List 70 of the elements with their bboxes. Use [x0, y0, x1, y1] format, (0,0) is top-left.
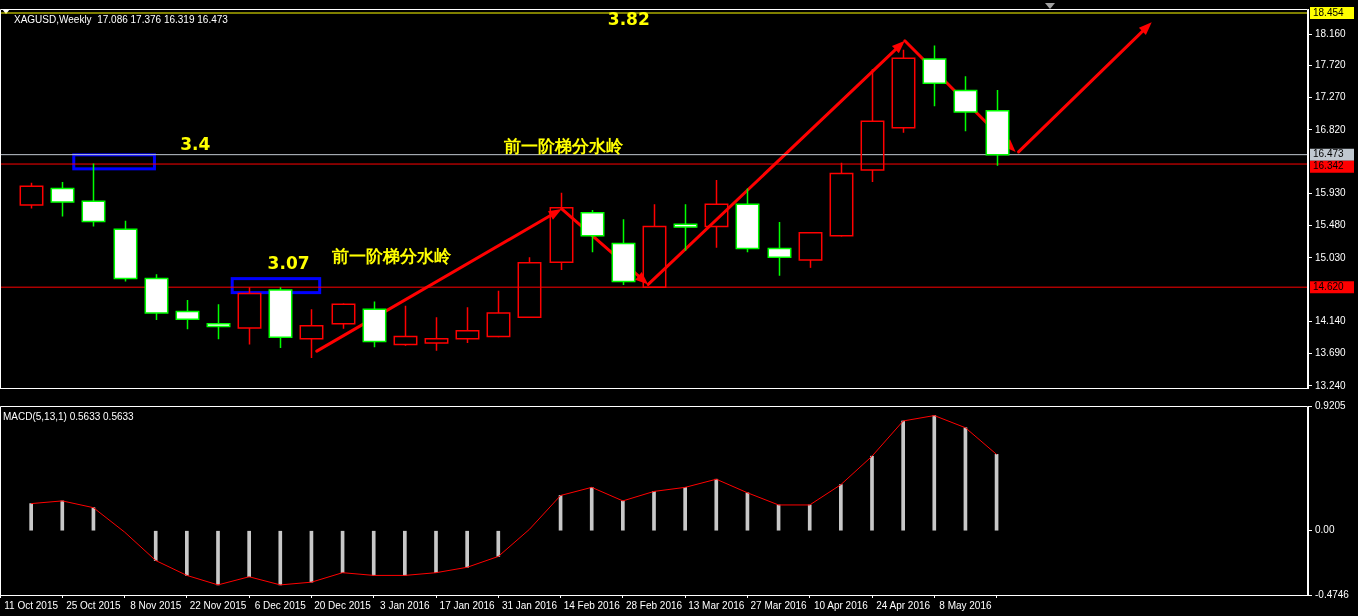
- x-tick-label: 20 Dec 2015: [314, 599, 372, 611]
- x-tick-label: 17 Jan 2016: [439, 599, 496, 611]
- bar: [185, 530, 189, 576]
- bar: [371, 530, 376, 576]
- chart-title: MACD(5,13,1) 0.5633 0.5633: [3, 410, 135, 422]
- candlestick: [424, 316, 449, 352]
- annotation: 前一阶梯分水岭: [503, 135, 625, 156]
- bar: [807, 504, 812, 531]
- bar: [683, 487, 687, 531]
- x-tick-label: 27 Mar 2016: [750, 599, 808, 611]
- bar: [465, 530, 469, 568]
- x-tick-label: 6 Dec 2015: [254, 599, 307, 611]
- y-tick-label: 13.240: [1315, 379, 1347, 391]
- y-tick-label: 15.930: [1315, 187, 1347, 199]
- candlestick: [299, 308, 324, 359]
- bar: [60, 500, 65, 531]
- y-tick-label: 16.820: [1315, 123, 1347, 135]
- bar: [932, 415, 937, 531]
- bar: [434, 530, 438, 574]
- candlestick: [735, 187, 760, 253]
- y-tick-label: 13.690: [1315, 347, 1347, 359]
- y-tick-label: 18.160: [1315, 27, 1347, 39]
- bar: [496, 530, 501, 557]
- annotation: 3.4: [180, 133, 211, 154]
- bar: [621, 500, 625, 531]
- candlestick: [393, 305, 418, 346]
- annotation: 前一阶梯分水岭: [331, 245, 453, 266]
- x-tick-label: 8 Nov 2015: [130, 599, 182, 611]
- x-tick-label: 14 Feb 2016: [563, 599, 621, 611]
- bar: [216, 530, 220, 586]
- annotation: 3.82: [607, 9, 650, 30]
- candlestick: [486, 290, 511, 338]
- bar: [901, 420, 905, 531]
- y-tick-label: -0.4746: [1315, 588, 1350, 600]
- bar: [652, 491, 656, 531]
- bar: [153, 530, 158, 561]
- y-tick-label: 0.9205: [1315, 399, 1347, 411]
- y-tick-label: 15.480: [1315, 219, 1347, 231]
- x-tick-label: 3 Jan 2016: [380, 599, 431, 611]
- x-tick-label: 28 Feb 2016: [625, 599, 683, 611]
- x-tick-label: 13 Mar 2016: [688, 599, 745, 611]
- bar: [714, 478, 719, 531]
- y-tick-label: 14.140: [1315, 315, 1347, 327]
- ref-line-label: 16.473: [1313, 148, 1345, 160]
- y-tick-label: 15.030: [1315, 251, 1347, 263]
- bar: [247, 530, 251, 578]
- bar: [839, 484, 843, 531]
- x-tick-label: 31 Jan 2016: [501, 599, 558, 611]
- x-tick-label: 11 Oct 2015: [4, 599, 59, 611]
- ref-line-label: 16.342: [1313, 160, 1345, 172]
- candlestick: [455, 306, 480, 344]
- annotation: 3.07: [267, 252, 310, 273]
- x-tick-label: 22 Nov 2015: [189, 599, 247, 611]
- bar: [870, 455, 874, 531]
- y-tick-label: 0.00: [1315, 524, 1335, 536]
- x-tick-label: 25 Oct 2015: [66, 599, 122, 611]
- bar: [403, 530, 407, 576]
- ref-line-label: 18.454: [1313, 6, 1345, 18]
- x-tick-label: 8 May 2016: [939, 599, 992, 611]
- bar: [29, 503, 33, 531]
- candlestick: [704, 179, 729, 249]
- bar: [278, 530, 283, 586]
- ref-line-label: 14.620: [1313, 280, 1345, 292]
- x-tick-label: 24 Apr 2016: [876, 599, 931, 611]
- x-tick-label: 10 Apr 2016: [813, 599, 869, 611]
- text: XAGUSD,Weekly 17.086 17.376 16.319 16.473: [14, 13, 229, 25]
- y-tick-label: 17.720: [1315, 59, 1347, 71]
- candlestick: [549, 192, 574, 271]
- bar: [589, 487, 594, 531]
- y-tick-label: 17.270: [1315, 91, 1347, 103]
